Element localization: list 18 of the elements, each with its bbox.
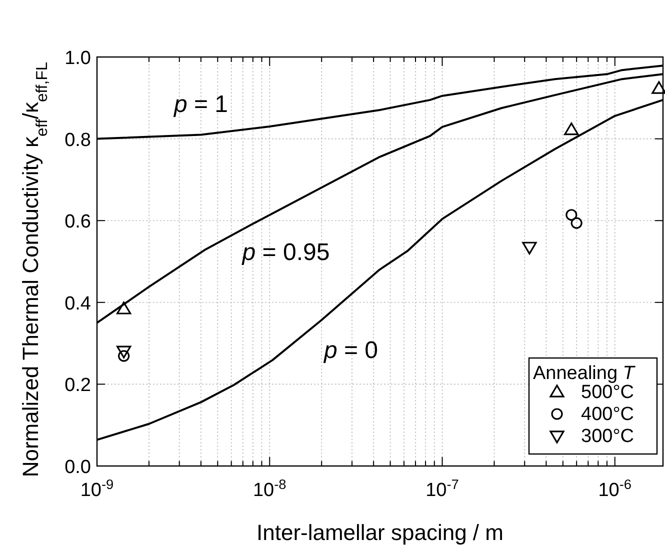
y-tick-label: 0.0	[64, 457, 91, 478]
legend-label: 300°C	[581, 426, 634, 447]
x-tick-label: 10$^{-8}$	[252, 476, 287, 501]
legend-label: 500°C	[581, 382, 634, 403]
x-axis-title: Inter-lamellar spacing / m	[256, 520, 504, 545]
annotation: p = 0	[322, 337, 378, 364]
y-tick-label: 1.0	[64, 48, 91, 69]
annotation: p = 0.95	[241, 239, 330, 266]
annotation: p = 1	[172, 91, 228, 118]
x-tick-label: 10$^{-6}$	[598, 476, 632, 501]
legend-label: 400°C	[581, 404, 634, 425]
y-tick-label: 0.2	[64, 375, 91, 396]
y-tick-label: 0.8	[64, 130, 91, 151]
legend-title: Annealing T	[533, 363, 636, 384]
x-tick-label: 10$^{-7}$	[426, 476, 459, 501]
y-tick-label: 0.4	[64, 293, 92, 314]
x-tick-label: 10$^{-9}$	[80, 476, 114, 501]
y-tick-label: 0.6	[64, 212, 91, 233]
